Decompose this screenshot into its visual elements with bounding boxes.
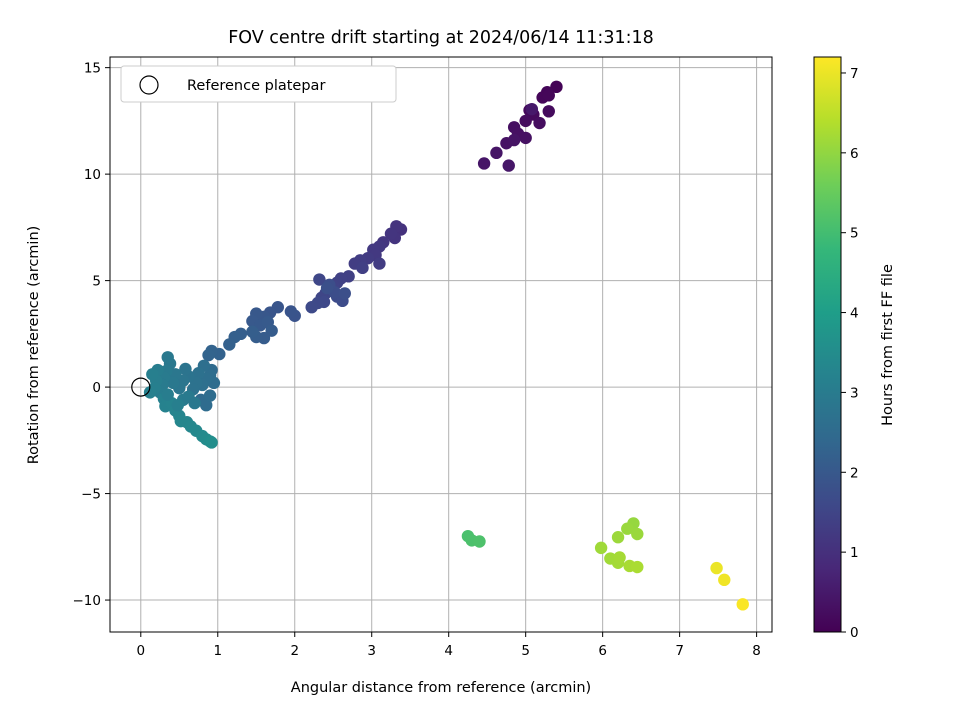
data-point bbox=[736, 598, 749, 611]
data-point bbox=[477, 157, 491, 170]
x-tick-label: 4 bbox=[444, 643, 453, 659]
data-point bbox=[525, 102, 539, 116]
legend-reference-marker bbox=[139, 75, 159, 95]
data-point bbox=[338, 287, 351, 300]
x-tick-label: 0 bbox=[136, 643, 145, 659]
data-point bbox=[473, 535, 486, 548]
data-point bbox=[631, 527, 644, 541]
data-point bbox=[171, 398, 184, 412]
colorbar-tick-label: 7 bbox=[850, 66, 859, 82]
colorbar-label: Hours from first FF file bbox=[880, 264, 896, 426]
x-axis-label: Angular distance from reference (arcmin) bbox=[291, 680, 591, 696]
chart-title: FOV centre drift starting at 2024/06/14 … bbox=[228, 28, 654, 48]
data-point bbox=[519, 114, 532, 128]
x-tick-label: 6 bbox=[598, 643, 607, 659]
y-tick-label: −5 bbox=[81, 487, 101, 503]
data-point bbox=[621, 522, 634, 535]
y-tick-label: 5 bbox=[92, 274, 101, 290]
data-point bbox=[146, 368, 159, 381]
data-point bbox=[143, 386, 157, 399]
y-axis-ticks: −10 −5 0 5 10 15 bbox=[73, 61, 110, 609]
data-point bbox=[542, 105, 555, 118]
data-point bbox=[533, 116, 546, 130]
data-point bbox=[507, 133, 521, 147]
x-tick-label: 7 bbox=[675, 643, 684, 659]
data-point bbox=[718, 573, 731, 587]
data-point bbox=[200, 398, 213, 412]
data-point bbox=[179, 362, 192, 376]
data-point bbox=[373, 257, 386, 270]
x-tick-label: 3 bbox=[367, 643, 376, 659]
data-point bbox=[356, 261, 369, 275]
y-tick-label: 10 bbox=[84, 167, 101, 183]
data-point bbox=[384, 227, 398, 240]
colorbar-gradient bbox=[813, 56, 842, 633]
y-tick-label: 15 bbox=[84, 61, 101, 77]
y-tick-label: −10 bbox=[73, 593, 102, 609]
data-point bbox=[246, 325, 259, 338]
plot-frame bbox=[109, 56, 773, 633]
data-point bbox=[490, 146, 503, 160]
reference-marker-layer bbox=[131, 377, 151, 397]
data-point bbox=[613, 551, 626, 564]
colorbar-tick-label: 5 bbox=[850, 226, 859, 242]
y-axis-label: Rotation from reference (arcmin) bbox=[26, 226, 42, 465]
x-tick-label: 2 bbox=[290, 643, 299, 659]
x-tick-label: 1 bbox=[213, 643, 222, 659]
legend: Reference platepar bbox=[120, 65, 397, 103]
data-point bbox=[205, 436, 218, 449]
data-point bbox=[550, 80, 563, 94]
data-point bbox=[188, 396, 201, 410]
data-point bbox=[611, 531, 625, 544]
reference-platepar-marker bbox=[131, 377, 151, 397]
data-point bbox=[161, 351, 174, 364]
data-point bbox=[166, 376, 180, 390]
data-point bbox=[203, 389, 217, 402]
grid bbox=[110, 57, 772, 632]
colorbar-tick-label: 0 bbox=[850, 625, 859, 641]
data-point bbox=[305, 301, 318, 314]
y-tick-label: 0 bbox=[92, 380, 101, 396]
colorbar-tick-label: 2 bbox=[850, 465, 859, 481]
data-points bbox=[143, 80, 749, 611]
data-point bbox=[202, 348, 215, 362]
data-point bbox=[542, 89, 555, 102]
data-point bbox=[502, 159, 515, 172]
data-point bbox=[631, 560, 644, 574]
data-point bbox=[313, 273, 326, 286]
data-point bbox=[594, 541, 608, 555]
data-point bbox=[284, 305, 298, 318]
data-point bbox=[192, 367, 205, 380]
colorbar-tick-label: 3 bbox=[850, 385, 859, 401]
data-point bbox=[161, 388, 174, 401]
x-axis-ticks: 0 1 2 3 4 5 6 7 8 bbox=[136, 632, 761, 659]
colorbar-tick-label: 1 bbox=[850, 545, 859, 561]
data-point bbox=[320, 281, 334, 295]
legend-entry-reference-platepar: Reference platepar bbox=[187, 78, 325, 94]
colorbar: 0 1 2 3 4 5 6 7 Hours from first FF file bbox=[813, 56, 896, 641]
legend-box bbox=[120, 65, 397, 103]
data-point bbox=[519, 131, 532, 145]
x-tick-label: 5 bbox=[521, 643, 530, 659]
colorbar-tick-label: 6 bbox=[850, 146, 859, 162]
data-point bbox=[223, 338, 236, 351]
data-point bbox=[710, 561, 723, 575]
colorbar-tick-label: 4 bbox=[850, 306, 859, 322]
colorbar-ticks: 0 1 2 3 4 5 6 7 bbox=[841, 66, 859, 641]
data-point bbox=[265, 324, 278, 337]
x-tick-label: 8 bbox=[752, 643, 761, 659]
